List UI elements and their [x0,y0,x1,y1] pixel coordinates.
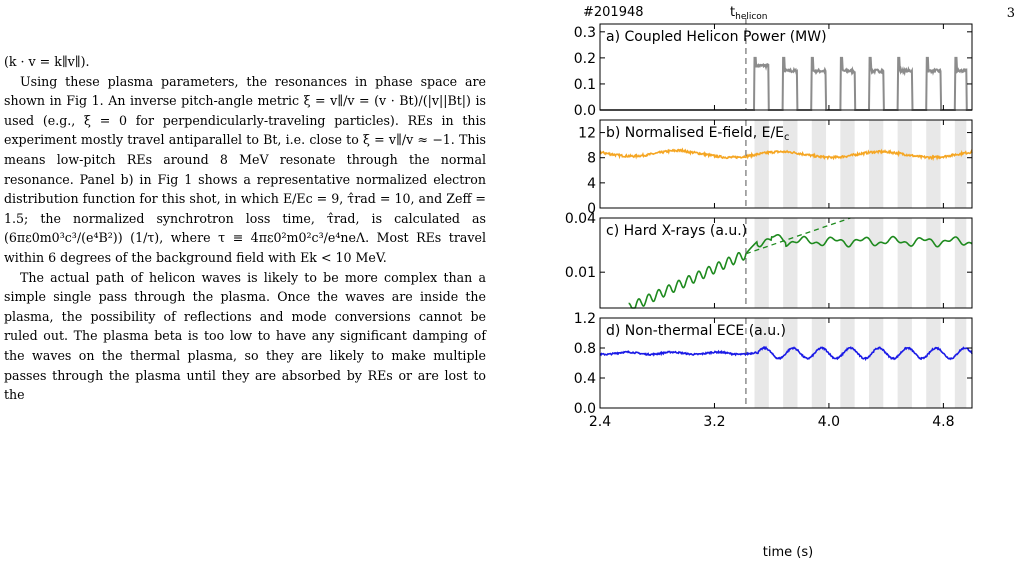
pulse-shade-c-0 [754,218,769,308]
figure-1: 0.0 0.1 0.2 0.3 a) Coupled Helicon Power (MW… [512,0,1029,566]
pulse-shade-b-0 [754,120,769,208]
pulse-shade-c-2 [811,218,827,308]
panel-title-d: d) Non-thermal ECE (a.u.) [606,323,786,339]
panel-title-a: a) Coupled Helicon Power (MW) [606,29,827,45]
pulse-shade-d-0 [754,318,769,408]
trace-a [600,56,972,111]
panel-title-c: c) Hard X-rays (a.u.) [606,223,747,239]
pulse-shade-b-6 [926,120,941,208]
pulse-shade-d-2 [811,318,827,408]
page-number: 3 [1006,6,1015,21]
pulse-shade-b-4 [868,120,884,208]
pulse-shade-b-5 [897,120,912,208]
pulse-shade-d-3 [840,318,855,408]
pulse-shade-c-6 [926,218,941,308]
panel-frame-a [599,23,973,111]
pulse-shade-d-5 [897,318,912,408]
pulse-shade-b-2 [811,120,827,208]
xtick-label-3: 4.8 [932,414,954,430]
helicon-marker-label: thelicon [730,5,768,22]
ytick-label-d-0: 0.0 [574,401,596,417]
ytick-label-d-3: 1.2 [574,311,596,327]
trace-c [628,234,973,309]
panel-frame-d [599,317,973,409]
pulse-shade-c-5 [897,218,912,308]
pulse-shade-c-4 [868,218,884,308]
pulse-shade-b-3 [840,120,855,208]
panel-frame-c [599,217,973,309]
ytick-label-b-2: 8 [587,151,596,167]
paragraph-1: Using these plasma parameters, the reson… [4,73,486,265]
xtick-label-0: 2.4 [589,414,611,430]
ytick-label-a-0: 0.0 [574,103,596,119]
ytick-label-b-1: 4 [587,176,596,192]
ytick-label-d-1: 0.4 [574,371,596,387]
ytick-label-a-1: 0.1 [574,77,596,93]
extrapolation-line-c [745,217,851,255]
pulse-shade-b-1 [783,120,798,208]
pulse-shade-c-3 [840,218,855,308]
panel-title-b: b) Normalised E-field, E/Ec [606,125,790,143]
ytick-label-c-0: 0.01 [565,265,596,281]
trace-b [599,147,973,162]
pulse-shade-d-7 [954,318,967,408]
ytick-label-a-2: 0.2 [574,51,596,67]
xtick-label-2: 4.0 [818,414,840,430]
ytick-label-b-0: 0 [587,201,596,217]
pulse-shade-d-1 [783,318,798,408]
pulse-shade-c-7 [954,218,967,308]
panel-frame-b [599,119,973,209]
ytick-label-d-2: 0.8 [574,341,596,357]
pulse-shade-d-4 [868,318,884,408]
shot-label: #201948 [583,5,644,20]
pulse-shade-d-6 [926,318,941,408]
ytick-label-a-3: 0.3 [574,25,596,41]
pulse-shade-c-1 [783,218,798,308]
xtick-label-1: 3.2 [703,414,725,430]
paragraph-2: The actual path of helicon waves is like… [4,269,486,403]
ytick-label-b-3: 12 [578,126,596,142]
x-axis-label: time (s) [763,545,813,560]
pulse-shade-b-7 [954,120,967,208]
trace-d [599,345,973,362]
body-text-column: (k · v = k∥v∥). Using these plasma param… [4,52,486,405]
text-line-0: (k · v = k∥v∥). [4,54,90,69]
ytick-label-c-1: 0.04 [565,211,596,227]
